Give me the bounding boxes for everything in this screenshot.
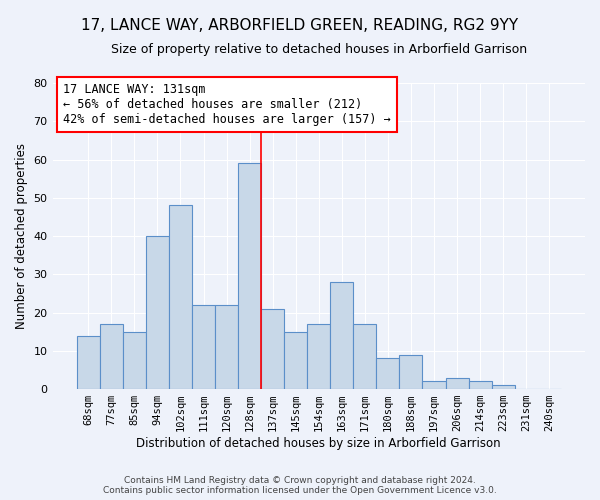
Bar	[146, 236, 169, 389]
Text: 17, LANCE WAY, ARBORFIELD GREEN, READING, RG2 9YY: 17, LANCE WAY, ARBORFIELD GREEN, READING…	[82, 18, 518, 32]
Bar	[169, 206, 192, 389]
Bar	[446, 378, 469, 389]
Bar	[422, 382, 446, 389]
Bar	[376, 358, 400, 389]
Bar	[238, 164, 261, 389]
Y-axis label: Number of detached properties: Number of detached properties	[15, 143, 28, 329]
Bar	[215, 305, 238, 389]
X-axis label: Distribution of detached houses by size in Arborfield Garrison: Distribution of detached houses by size …	[136, 437, 501, 450]
Bar	[261, 309, 284, 389]
Bar	[469, 382, 491, 389]
Text: 17 LANCE WAY: 131sqm
← 56% of detached houses are smaller (212)
42% of semi-deta: 17 LANCE WAY: 131sqm ← 56% of detached h…	[63, 83, 391, 126]
Bar	[491, 386, 515, 389]
Bar	[77, 336, 100, 389]
Text: Contains HM Land Registry data © Crown copyright and database right 2024.
Contai: Contains HM Land Registry data © Crown c…	[103, 476, 497, 495]
Bar	[192, 305, 215, 389]
Bar	[400, 354, 422, 389]
Bar	[123, 332, 146, 389]
Bar	[330, 282, 353, 389]
Bar	[353, 324, 376, 389]
Bar	[100, 324, 123, 389]
Title: Size of property relative to detached houses in Arborfield Garrison: Size of property relative to detached ho…	[111, 42, 527, 56]
Bar	[307, 324, 330, 389]
Bar	[284, 332, 307, 389]
